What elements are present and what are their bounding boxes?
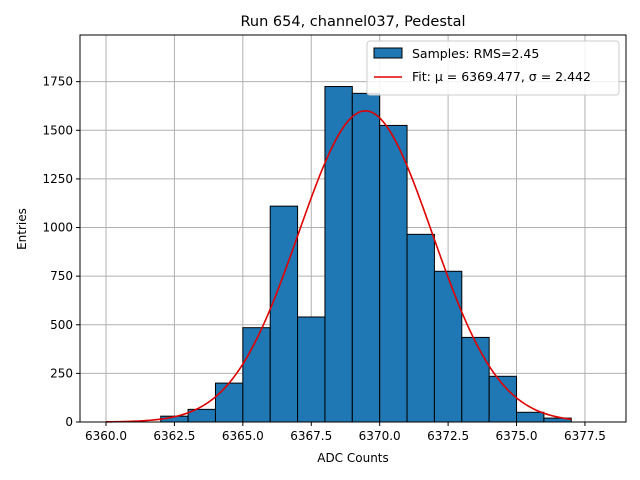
x-tick-label: 6362.5 [153,429,195,443]
histogram-bar-6370 [379,124,408,423]
histogram-bar-6368 [324,86,353,423]
histogram-bar-6366 [269,205,299,423]
y-tick-label: 1750 [42,75,73,89]
y-axis-ticks: 0 250 500 750 1000 1250 1500 1750 [42,75,80,429]
x-tick-label: 6370.0 [359,429,401,443]
histogram-bar-6372 [433,270,463,423]
y-tick-label: 1250 [42,172,73,186]
histogram-bar-6374 [488,375,518,423]
y-axis-label: Entries [15,208,29,250]
x-tick-label: 6372.5 [427,429,469,443]
chart-title: Run 654, channel037, Pedestal [240,14,465,30]
y-tick-label: 500 [50,318,73,332]
legend-box [366,40,620,96]
x-tick-label: 6365.0 [222,429,264,443]
y-tick-label: 0 [65,415,73,429]
gaussian-fit-line [105,110,572,423]
y-tick-label: 1500 [42,123,73,137]
legend: Samples: RMS=2.45 Fit: μ = 6369.477, σ =… [366,40,620,96]
x-tick-label: 6375.0 [496,429,538,443]
legend-label-samples: Samples: RMS=2.45 [412,46,539,61]
histogram-bar-6364 [214,382,244,423]
bars-layer [160,86,572,423]
x-tick-label: 6360.0 [85,429,127,443]
x-tick-label: 6377.5 [564,429,606,443]
legend-patch-samples [373,47,403,59]
histogram-bar-6365 [242,327,271,423]
y-tick-label: 1000 [42,221,73,235]
x-axis-ticks: 6360.0 6362.5 6365.0 6367.5 6370.0 6372.5 6375… [85,422,606,443]
histogram-bar-6371 [406,233,435,423]
fit-layer [105,110,572,423]
histogram-bar-6375 [516,411,545,423]
histogram-bar-6367 [297,316,326,423]
x-axis-label: ADC Counts [317,451,389,465]
histogram-bar-6373 [461,336,490,423]
y-tick-label: 250 [50,366,73,380]
y-tick-label: 750 [50,269,73,283]
legend-label-fit: Fit: μ = 6369.477, σ = 2.442 [412,69,591,84]
histogram-bar-6369 [351,92,381,423]
plot-frame [79,34,627,423]
x-tick-label: 6367.5 [290,429,332,443]
